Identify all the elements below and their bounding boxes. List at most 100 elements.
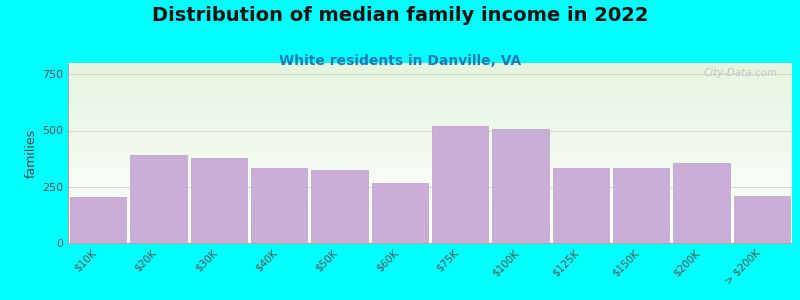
Bar [68,100,792,101]
Bar [68,113,792,114]
Bar [68,153,792,154]
Bar [68,201,792,202]
Bar [68,74,792,75]
Bar [68,86,792,87]
Bar [68,170,792,171]
Bar [68,142,792,143]
Y-axis label: families: families [25,128,38,178]
Bar [68,155,792,156]
Bar [251,168,307,243]
Bar [68,146,792,147]
Bar [68,77,792,78]
Bar [68,140,792,141]
Bar [68,85,792,86]
Bar [68,190,792,191]
Bar [68,69,792,70]
Bar [68,185,792,186]
Bar [68,215,792,216]
Bar [68,119,792,120]
Bar [68,94,792,95]
Bar [68,204,792,205]
Bar [68,226,792,227]
Bar [68,152,792,153]
Bar [68,75,792,76]
Bar [68,79,792,80]
Bar [68,242,792,243]
Bar [68,76,792,77]
Bar [68,214,792,215]
Bar [68,169,792,170]
Bar [68,219,792,220]
Bar [68,167,792,168]
Bar [68,189,792,190]
Bar [68,147,792,148]
Bar [68,211,792,212]
Bar [68,129,792,130]
Bar [68,65,792,66]
Bar [68,145,792,146]
Bar [68,139,792,140]
Bar [68,234,792,235]
Bar [68,173,792,174]
Bar [68,182,792,183]
Bar [68,223,792,224]
Bar [68,216,792,217]
Bar [68,115,792,116]
Bar [68,194,792,195]
Bar [68,205,792,206]
Bar [68,227,792,228]
Bar [68,212,792,213]
Bar [68,111,792,112]
Bar [68,136,792,137]
Bar [68,213,792,214]
Bar [68,116,792,117]
Bar [68,88,792,89]
Bar [68,186,792,187]
Bar [68,68,792,69]
Bar [68,70,792,71]
Bar [68,78,792,79]
Bar [68,126,792,127]
Bar [68,239,792,240]
Bar [68,188,792,189]
Bar [68,193,792,194]
Bar [68,192,792,193]
Bar [68,228,792,229]
Bar [68,122,792,123]
Bar [68,184,792,185]
Bar [68,191,792,192]
Bar [68,180,792,181]
Bar [68,87,792,88]
Bar [68,63,792,64]
Bar [68,89,792,90]
Bar [68,196,792,197]
Bar [68,209,792,210]
Bar [68,104,792,105]
Text: City-Data.com: City-Data.com [703,68,778,78]
Bar [68,162,792,163]
Bar [68,106,792,107]
Bar [70,197,126,243]
Bar [68,166,792,167]
Bar [68,156,792,157]
Bar [68,200,792,201]
Bar [68,128,792,129]
Bar [68,233,792,234]
Bar [68,206,792,207]
Bar [68,108,792,109]
Bar [68,71,792,72]
Bar [68,157,792,158]
Bar [493,129,549,243]
Bar [68,66,792,67]
Bar [68,107,792,108]
Bar [68,120,792,121]
Bar [68,151,792,152]
Bar [68,232,792,233]
Bar [311,170,367,243]
Bar [68,72,792,73]
Bar [68,158,792,159]
Bar [674,163,730,243]
Bar [372,183,428,243]
Bar [68,80,792,81]
Bar [68,199,792,200]
